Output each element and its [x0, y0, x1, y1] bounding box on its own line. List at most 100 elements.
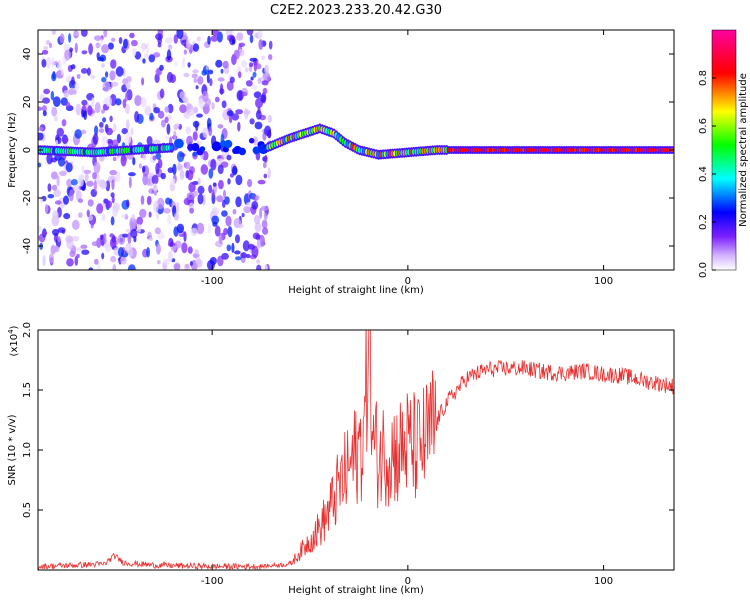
- heatmap-noise-cell: [268, 54, 273, 61]
- heatmap-noise-cell: [81, 165, 85, 173]
- heatmap-noise-cell: [224, 196, 230, 205]
- heatmap-noise-cell: [257, 106, 261, 115]
- heatmap-noise-cell: [86, 67, 91, 76]
- heatmap-noise-cell: [51, 106, 58, 117]
- heatmap-noise-cell: [126, 76, 132, 83]
- heatmap-noise-cell: [101, 252, 105, 260]
- heatmap-noise-cell: [95, 43, 102, 48]
- heatmap-noise-cell: [208, 69, 214, 75]
- heatmap-noise-cell: [71, 76, 75, 86]
- heatmap-panel: -100 0 100 40 20 0 -20 -40 Height of straight …: [7, 29, 749, 296]
- heatmap-noise-cell: [176, 151, 185, 163]
- heatmap-noise-cell: [263, 173, 268, 179]
- heatmap-noise-cell: [148, 236, 153, 242]
- heatmap-noise-cell: [247, 179, 253, 188]
- heatmap-noise-cell: [193, 78, 198, 83]
- heatmap-noise-cell: [86, 180, 94, 187]
- heatmap-noise-cell: [249, 62, 254, 68]
- heatmap-noise-cell: [110, 255, 117, 263]
- heatmap-noise-cell: [81, 99, 88, 106]
- heatmap-noise-cell: [231, 39, 236, 44]
- heatmap-noise-cell: [193, 190, 198, 197]
- heatmap-noise-cell: [66, 178, 73, 188]
- heatmap-noise-cell: [108, 140, 114, 147]
- heatmap-noise-cell: [222, 60, 229, 69]
- heatmap-noise-cell: [214, 96, 220, 103]
- heatmap-noise-cell: [146, 247, 151, 258]
- heatmap-noise-cell: [134, 51, 142, 60]
- heatmap-noise-cell: [74, 82, 80, 91]
- heatmap-noise-cell: [186, 169, 194, 181]
- heatmap-noise-cell: [81, 249, 90, 255]
- heatmap-noise-cell: [94, 258, 99, 265]
- heatmap-noise-cell: [44, 203, 49, 214]
- heatmap-noise-cell: [208, 126, 213, 137]
- heatmap-noise-cell: [110, 59, 117, 69]
- heatmap-noise-cell: [74, 255, 79, 266]
- heatmap-noise-cell: [120, 255, 127, 265]
- heatmap-noise-cell: [202, 90, 209, 102]
- heatmap-noise-cell: [152, 183, 158, 192]
- heatmap-noise-cell: [112, 202, 120, 212]
- heatmap-noise-cell: [149, 112, 154, 120]
- heatmap-noise-cell: [258, 39, 264, 50]
- heatmap-noise-cell: [153, 52, 161, 58]
- heatmap-noise-cell: [166, 49, 172, 61]
- heatmap-noise-cell: [217, 77, 225, 82]
- heatmap-noise-cell: [72, 184, 80, 192]
- heatmap-noise-cell: [190, 227, 198, 237]
- heatmap-noise-cell: [252, 232, 260, 240]
- heatmap-noise-cell: [59, 33, 65, 44]
- heatmap-noise-cell: [252, 71, 257, 78]
- heatmap-noise-cell: [170, 240, 174, 247]
- heatmap-noise-cell: [243, 206, 252, 214]
- snr-panel: -100 0 100 0.5 1.0 1.5 2.0 Height of straight…: [7, 322, 675, 596]
- heatmap-noise-cell: [124, 103, 130, 114]
- heatmap-noise-cell: [63, 90, 70, 98]
- heatmap-noise-cell: [208, 184, 213, 194]
- heatmap-ridge: [38, 123, 674, 160]
- heatmap-noise-cell: [206, 73, 210, 84]
- heatmap-noise-cell: [257, 30, 263, 40]
- heatmap-ridge-cell: [191, 143, 200, 152]
- heatmap-noise-cell: [218, 179, 224, 190]
- heatmap-noise-cell: [63, 195, 69, 205]
- heatmap-noise-cell: [141, 77, 145, 86]
- heatmap-noise-cell: [73, 89, 77, 95]
- heatmap-noise-cell: [98, 128, 105, 134]
- heatmap-noise-cell: [152, 155, 157, 161]
- heatmap-noise-cell: [76, 74, 81, 79]
- heatmap-noise-cell: [52, 228, 60, 236]
- heatmap-noise-cell: [127, 172, 136, 177]
- heatmap-noise-cell: [63, 213, 71, 220]
- heatmap-noise-cell: [142, 165, 146, 173]
- heatmap-noise-cell: [232, 165, 238, 176]
- heatmap-noise-cell: [172, 163, 177, 176]
- heatmap-noise-cell: [91, 97, 95, 107]
- heatmap-noise-cell: [246, 30, 254, 36]
- heatmap-noise-cell: [91, 241, 99, 247]
- heatmap-noise-cell: [234, 250, 241, 255]
- colorbar-tick-label: 0.0: [698, 262, 709, 278]
- heatmap-noise-cell: [217, 255, 224, 267]
- heatmap-noise-cell: [241, 212, 245, 218]
- heatmap-noise-cell: [69, 189, 74, 202]
- heatmap-noise-cell: [53, 115, 59, 122]
- heatmap-noise-cell: [179, 169, 185, 180]
- heatmap-noise-cell: [267, 167, 271, 179]
- heatmap-noise-cell: [72, 235, 80, 242]
- heatmap-noise-cell: [202, 127, 209, 138]
- heatmap-noise-cell: [253, 91, 262, 99]
- heatmap-noise-cell: [266, 130, 272, 139]
- heatmap-noise-cell: [38, 106, 43, 111]
- heatmap-noise-cell: [90, 222, 94, 229]
- heatmap-noise-cell: [131, 39, 138, 47]
- heatmap-noise-cell: [233, 49, 240, 60]
- heatmap-noise-cell: [245, 80, 253, 87]
- heatmap-noise-cell: [57, 235, 61, 243]
- heatmap-y-tick-label: 40: [22, 48, 33, 61]
- heatmap-y-tick-label: -40: [22, 238, 33, 254]
- heatmap-noise-cell: [187, 62, 191, 68]
- heatmap-noise-cell: [256, 259, 261, 264]
- heatmap-noise-cell: [84, 173, 89, 182]
